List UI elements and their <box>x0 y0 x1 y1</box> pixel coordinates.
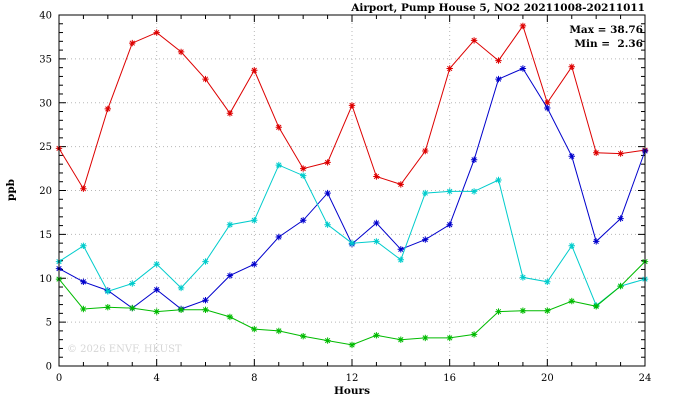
x-tick-label: 8 <box>251 373 257 384</box>
chart-title: Airport, Pump House 5, NO2 20211008-2021… <box>350 2 645 14</box>
x-tick-label: 16 <box>443 373 456 384</box>
watermark: © 2026 ENVF, HKUST <box>67 344 182 355</box>
y-axis-label: ppb <box>5 179 17 201</box>
y-tick-label: 40 <box>39 11 52 22</box>
y-tick-label: 10 <box>39 274 52 285</box>
y-tick-label: 0 <box>46 362 52 373</box>
plot-border <box>58 14 646 367</box>
x-tick-label: 0 <box>56 373 62 384</box>
series-markers-red <box>55 22 649 192</box>
x-tick-label: 12 <box>346 373 359 384</box>
y-tick-label: 20 <box>39 186 52 197</box>
x-tick-label: 20 <box>541 373 554 384</box>
x-tick-label: 4 <box>153 373 159 384</box>
min-annotation: Min = 2.36 <box>574 38 643 50</box>
y-tick-label: 15 <box>39 230 52 241</box>
max-annotation: Max = 38.76 <box>569 24 643 36</box>
y-tick-label: 30 <box>39 98 52 109</box>
plot-area: 0 4 8 12 16 20 24 0 5 10 15 20 25 30 35 40 <box>39 11 651 385</box>
y-tick-label: 5 <box>46 318 52 329</box>
y-tick-label: 35 <box>39 54 52 65</box>
x-tick-label: 24 <box>639 373 652 384</box>
y-tick-label: 25 <box>39 142 52 153</box>
x-axis-label: Hours <box>334 385 370 397</box>
